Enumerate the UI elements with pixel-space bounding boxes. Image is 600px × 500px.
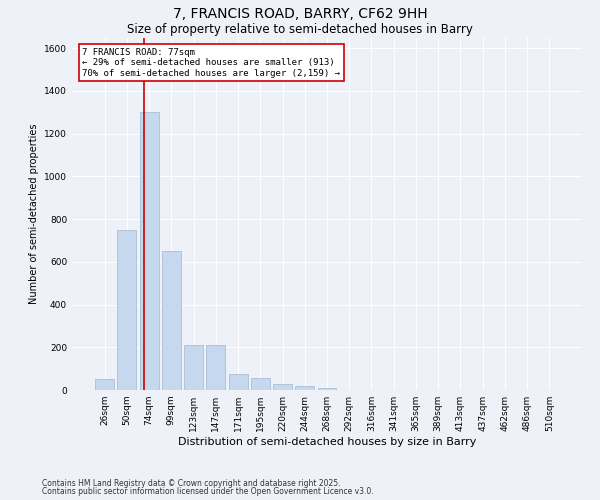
Bar	[317, 388, 337, 390]
Bar	[273, 384, 292, 390]
Text: Contains HM Land Registry data © Crown copyright and database right 2025.: Contains HM Land Registry data © Crown c…	[42, 478, 341, 488]
Bar	[95, 380, 114, 390]
Text: Size of property relative to semi-detached houses in Barry: Size of property relative to semi-detach…	[127, 22, 473, 36]
Text: 7 FRANCIS ROAD: 77sqm
← 29% of semi-detached houses are smaller (913)
70% of sem: 7 FRANCIS ROAD: 77sqm ← 29% of semi-deta…	[82, 48, 340, 78]
Bar	[295, 386, 314, 390]
Text: 7, FRANCIS ROAD, BARRY, CF62 9HH: 7, FRANCIS ROAD, BARRY, CF62 9HH	[173, 8, 427, 22]
X-axis label: Distribution of semi-detached houses by size in Barry: Distribution of semi-detached houses by …	[178, 437, 476, 447]
Bar	[162, 251, 181, 390]
Text: Contains public sector information licensed under the Open Government Licence v3: Contains public sector information licen…	[42, 487, 374, 496]
Bar	[206, 345, 225, 390]
Bar	[140, 112, 158, 390]
Bar	[229, 374, 248, 390]
Bar	[251, 378, 270, 390]
Bar	[118, 230, 136, 390]
Y-axis label: Number of semi-detached properties: Number of semi-detached properties	[29, 124, 38, 304]
Bar	[184, 345, 203, 390]
